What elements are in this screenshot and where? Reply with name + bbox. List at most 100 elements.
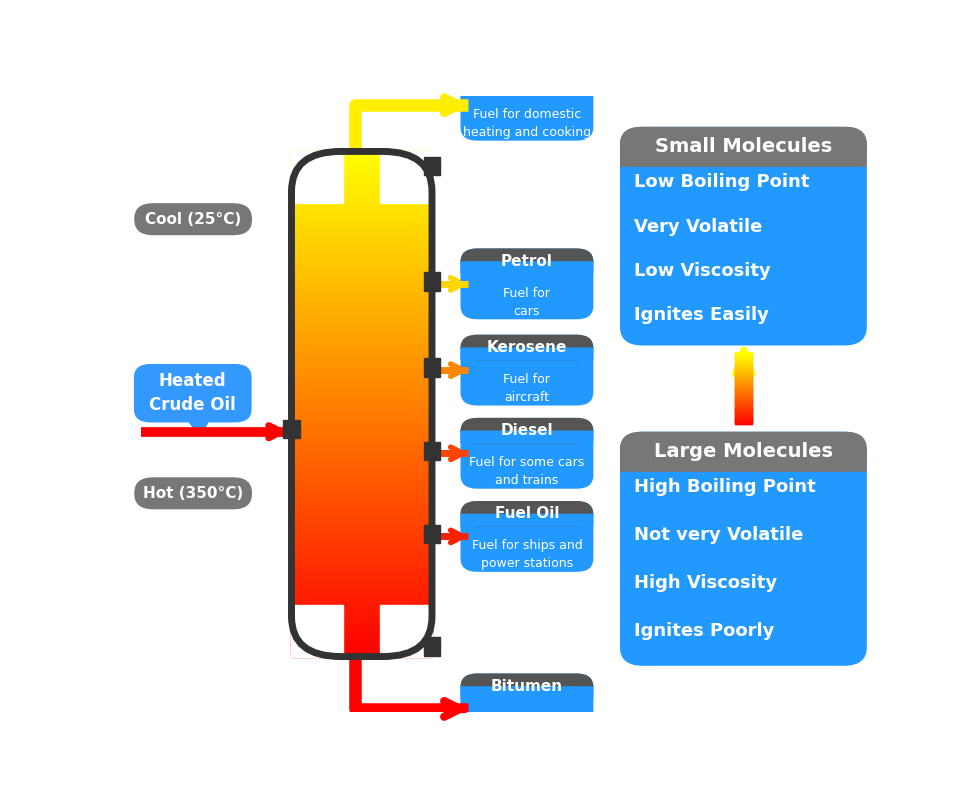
Bar (735, 372, 752, 373)
Bar (291, 226, 432, 227)
Text: Small Molecules: Small Molecules (655, 138, 832, 156)
Bar (291, 302, 432, 305)
Bar (735, 422, 752, 423)
Bar (735, 354, 752, 355)
Bar (291, 186, 432, 189)
Bar (291, 538, 432, 540)
FancyBboxPatch shape (461, 70, 594, 141)
Bar (291, 648, 432, 650)
Text: Ignites Easily: Ignites Easily (634, 306, 768, 324)
Bar (291, 602, 432, 604)
Bar (291, 638, 432, 640)
Bar (291, 476, 432, 478)
Bar (291, 537, 432, 538)
Bar (291, 311, 432, 313)
FancyBboxPatch shape (620, 127, 866, 346)
Bar (291, 572, 432, 574)
Bar (291, 190, 432, 192)
Bar (291, 601, 432, 602)
Bar (735, 402, 752, 403)
Bar (291, 490, 432, 491)
Bar (735, 365, 752, 366)
Bar (291, 162, 432, 163)
Bar (291, 223, 432, 226)
Bar (291, 270, 432, 273)
Bar (735, 382, 752, 384)
Bar (291, 336, 432, 338)
Bar (291, 478, 432, 480)
Bar (735, 414, 752, 416)
Bar (291, 259, 432, 261)
Bar (291, 462, 432, 465)
Bar (735, 384, 752, 386)
FancyBboxPatch shape (461, 334, 594, 406)
Bar (291, 397, 432, 399)
Bar (735, 390, 752, 391)
Bar (291, 645, 432, 646)
Bar (291, 234, 432, 236)
Text: Cool (25°C): Cool (25°C) (145, 212, 241, 226)
Bar (735, 404, 752, 406)
Bar (735, 390, 752, 391)
Bar (291, 166, 432, 168)
Bar (291, 528, 432, 530)
Text: Fuel for some cars
and trains: Fuel for some cars and trains (469, 456, 584, 487)
Bar (735, 364, 752, 365)
FancyBboxPatch shape (461, 674, 594, 699)
Bar (291, 530, 432, 532)
Bar (291, 281, 432, 282)
Bar (291, 427, 432, 430)
Bar (291, 232, 432, 234)
Bar (291, 486, 432, 488)
Bar (735, 385, 752, 386)
Bar (735, 369, 752, 370)
Bar (291, 328, 432, 330)
Bar (735, 397, 752, 398)
Bar (291, 621, 432, 623)
Bar (291, 584, 432, 586)
Bar (283, 429, 300, 438)
Bar (291, 622, 432, 625)
Bar (423, 525, 440, 534)
Bar (291, 590, 432, 593)
Bar (735, 412, 752, 413)
Bar (291, 151, 432, 153)
Bar (291, 432, 432, 434)
Bar (291, 500, 432, 502)
Bar (735, 410, 752, 411)
Bar (735, 362, 752, 363)
Bar (291, 564, 432, 566)
Bar (291, 363, 432, 366)
Bar (735, 375, 752, 376)
Bar (735, 411, 752, 412)
Bar (423, 166, 440, 175)
Bar (291, 195, 432, 197)
Bar (291, 326, 432, 328)
Bar (291, 579, 432, 581)
Bar (291, 508, 432, 510)
Bar (735, 403, 752, 404)
Bar (291, 252, 432, 254)
Bar (291, 242, 432, 244)
Bar (735, 422, 752, 424)
Bar (291, 624, 432, 626)
Bar (291, 180, 432, 182)
Bar (735, 397, 752, 398)
Bar (735, 381, 752, 382)
Bar (735, 411, 752, 413)
Bar (735, 405, 752, 406)
Bar (291, 246, 432, 247)
Text: Material for roads
and roofs: Material for roads and roofs (471, 711, 582, 742)
Bar (291, 304, 432, 306)
Bar (291, 488, 432, 490)
Bar (423, 442, 440, 451)
Bar (735, 414, 752, 415)
Bar (735, 398, 752, 399)
Bar (735, 359, 752, 360)
Bar (291, 422, 432, 424)
Bar (735, 371, 752, 372)
Bar (291, 287, 432, 290)
Bar (735, 398, 752, 399)
Bar (291, 351, 432, 354)
Bar (291, 510, 432, 512)
